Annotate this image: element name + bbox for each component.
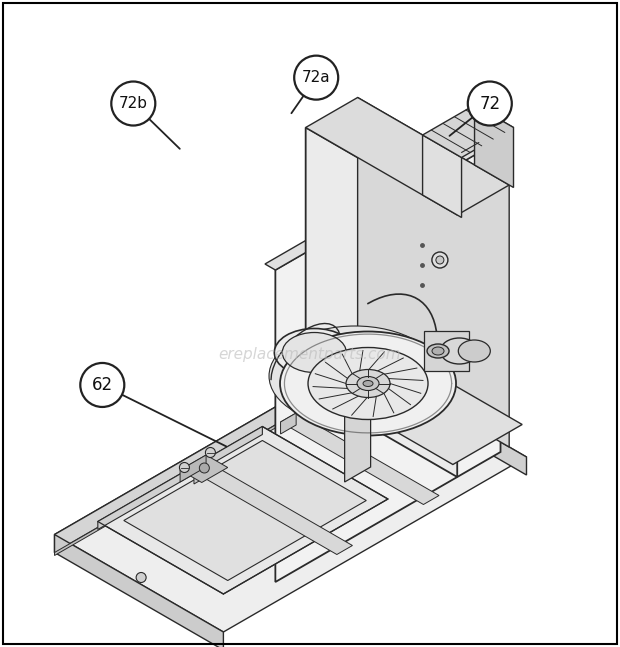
Ellipse shape xyxy=(308,347,428,419)
Polygon shape xyxy=(55,377,358,556)
Circle shape xyxy=(436,256,444,264)
Text: 62: 62 xyxy=(92,376,113,394)
Circle shape xyxy=(81,363,124,407)
Circle shape xyxy=(205,448,215,457)
Ellipse shape xyxy=(440,338,478,364)
Ellipse shape xyxy=(280,331,456,435)
Polygon shape xyxy=(265,134,500,270)
Polygon shape xyxy=(180,455,206,482)
Bar xyxy=(424,331,469,371)
Polygon shape xyxy=(423,135,461,217)
Polygon shape xyxy=(293,332,362,392)
Polygon shape xyxy=(194,463,210,484)
Polygon shape xyxy=(345,370,371,482)
Ellipse shape xyxy=(427,344,449,358)
Text: 72b: 72b xyxy=(119,96,148,111)
Ellipse shape xyxy=(363,380,373,386)
Ellipse shape xyxy=(282,333,347,373)
Polygon shape xyxy=(194,463,352,554)
Polygon shape xyxy=(55,360,526,632)
Polygon shape xyxy=(293,332,522,465)
Circle shape xyxy=(136,573,146,582)
Circle shape xyxy=(468,82,512,126)
Circle shape xyxy=(294,56,338,100)
Polygon shape xyxy=(474,105,513,188)
Ellipse shape xyxy=(357,377,379,391)
Polygon shape xyxy=(281,413,296,434)
Ellipse shape xyxy=(346,369,390,397)
Ellipse shape xyxy=(274,329,355,377)
Polygon shape xyxy=(358,98,509,447)
Polygon shape xyxy=(55,360,358,553)
Polygon shape xyxy=(55,534,223,647)
Polygon shape xyxy=(306,98,509,215)
Polygon shape xyxy=(358,360,526,475)
Circle shape xyxy=(432,252,448,268)
Polygon shape xyxy=(275,140,500,582)
Polygon shape xyxy=(423,105,513,157)
Ellipse shape xyxy=(458,340,490,362)
Polygon shape xyxy=(281,413,439,505)
Polygon shape xyxy=(98,426,262,529)
Text: 72a: 72a xyxy=(302,70,330,85)
Ellipse shape xyxy=(269,326,441,426)
Polygon shape xyxy=(124,441,366,580)
Text: 72: 72 xyxy=(479,94,500,113)
Polygon shape xyxy=(306,127,457,477)
Circle shape xyxy=(179,463,190,472)
Circle shape xyxy=(200,463,210,473)
Text: ereplacementparts.com: ereplacementparts.com xyxy=(219,347,401,362)
Polygon shape xyxy=(180,455,228,483)
Polygon shape xyxy=(98,426,388,594)
Ellipse shape xyxy=(432,347,444,355)
Circle shape xyxy=(112,82,155,126)
